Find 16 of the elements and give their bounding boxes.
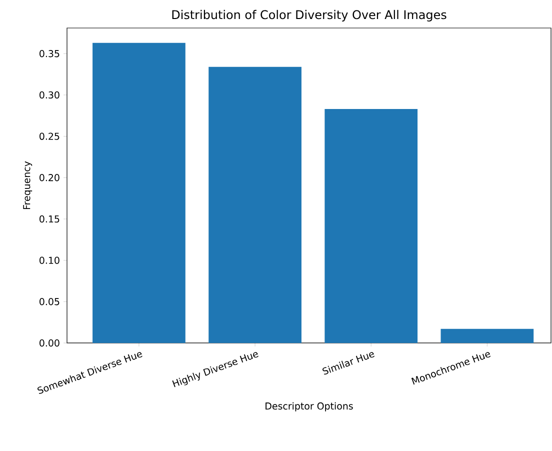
chart-title: Distribution of Color Diversity Over All Images (172, 10, 446, 22)
bar (324, 109, 418, 343)
bar (440, 328, 534, 343)
y-tick-label: 0.20 (40, 174, 60, 182)
x-axis-title: Descriptor Options (266, 402, 353, 412)
y-tick-label: 0.30 (40, 91, 60, 99)
y-tick-label: 0.00 (40, 339, 60, 347)
y-tick-label: 0.15 (40, 215, 60, 223)
y-tick-label: 0.35 (40, 50, 60, 58)
y-tick-label: 0.05 (40, 298, 60, 306)
y-tick-label: 0.25 (40, 132, 60, 140)
bar (208, 66, 302, 343)
y-axis-title: Frequency (23, 161, 32, 210)
x-tick-label: Similar Hue (322, 352, 374, 375)
bar (92, 42, 186, 343)
y-tick-label: 0.10 (40, 256, 60, 264)
